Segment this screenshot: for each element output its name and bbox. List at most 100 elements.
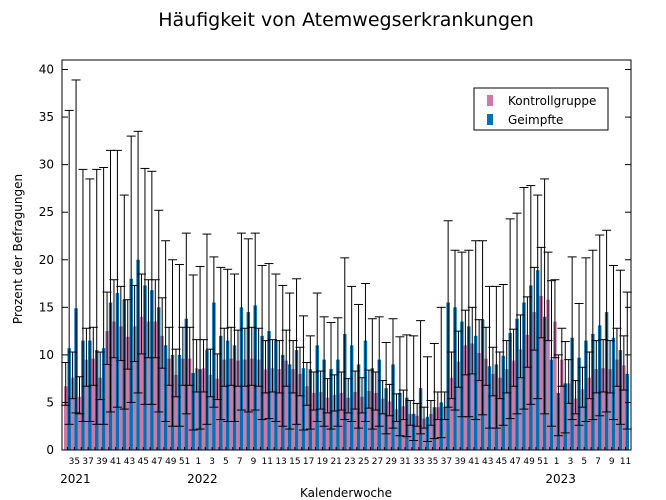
x-tick-label: 45 <box>138 457 149 467</box>
y-tick-label: 0 <box>46 443 54 457</box>
bar <box>112 321 116 450</box>
bar <box>174 374 178 450</box>
bar <box>229 358 233 450</box>
bar <box>374 392 378 450</box>
x-tick-label: 43 <box>124 457 135 467</box>
bar <box>511 360 516 450</box>
x-tick-label: 35 <box>427 457 438 467</box>
y-tick-label: 25 <box>39 205 54 219</box>
bar <box>525 334 530 450</box>
bar <box>387 401 392 450</box>
bar <box>291 369 295 450</box>
x-tick-label: 25 <box>358 457 369 467</box>
x-tick-label: 37 <box>82 457 93 467</box>
bar <box>167 358 171 450</box>
x-tick-label: 3 <box>568 457 574 467</box>
bar <box>305 386 309 450</box>
x-tick-label: 47 <box>510 457 521 467</box>
y-tick-label: 30 <box>39 158 54 172</box>
bar <box>587 377 592 450</box>
x-tick-label: 49 <box>523 457 535 467</box>
bar <box>70 377 75 450</box>
bar <box>532 312 536 450</box>
series-kontrollgruppe <box>64 295 626 450</box>
bar <box>256 359 261 450</box>
x-tick-label: 13 <box>275 457 286 467</box>
bar <box>601 368 605 450</box>
bar <box>325 397 330 450</box>
y-tick-label: 35 <box>39 110 54 124</box>
bar <box>270 368 275 450</box>
x-tick-label: 21 <box>330 457 341 467</box>
x-tick-label: 7 <box>237 457 243 467</box>
bar <box>146 321 151 450</box>
bar <box>277 369 282 450</box>
x-tick-label: 15 <box>289 457 300 467</box>
x-tick-label: 23 <box>344 457 355 467</box>
x-tick-label: 5 <box>223 457 229 467</box>
bar <box>201 368 206 450</box>
bar <box>194 368 199 450</box>
bar <box>339 392 344 450</box>
bar <box>360 396 364 450</box>
bar <box>367 391 371 450</box>
x-tick-label: 31 <box>399 457 410 467</box>
x-tick-label: 7 <box>595 457 601 467</box>
legend-label-geimpfte: Geimpfte <box>508 113 563 127</box>
bar <box>181 358 185 450</box>
legend: Kontrollgruppe Geimpfte <box>473 87 609 131</box>
x-axis-label: Kalenderwoche <box>300 486 392 500</box>
bar <box>498 377 502 450</box>
plot-frame <box>61 59 632 451</box>
bar <box>215 378 220 450</box>
bar <box>615 359 619 450</box>
legend-label-kontrollgruppe: Kontrollgruppe <box>508 94 596 108</box>
x-tick-label: 35 <box>69 457 80 467</box>
bar <box>105 331 109 450</box>
bar <box>449 377 454 450</box>
bar <box>250 358 254 450</box>
x-tick-label: 33 <box>413 457 424 467</box>
bar <box>580 389 585 450</box>
x-tick-label: 51 <box>179 457 190 467</box>
bar <box>573 398 578 450</box>
bar <box>77 396 82 450</box>
bar <box>243 359 247 450</box>
bar <box>346 397 350 450</box>
legend-box <box>473 87 609 131</box>
bar <box>188 358 192 450</box>
bar <box>415 415 419 450</box>
bar <box>153 321 158 450</box>
bar <box>608 369 612 450</box>
y-tick-label: 10 <box>39 348 54 362</box>
x-tick-label: 43 <box>482 457 493 467</box>
x-tick-label: 27 <box>372 457 383 467</box>
x-tick-label: 11 <box>262 457 273 467</box>
x-tick-label: 45 <box>496 457 507 467</box>
legend-swatch-kontrollgruppe <box>487 95 493 106</box>
x-tick-label: 1 <box>195 457 201 467</box>
y-axis: 0 5 10 15 20 25 30 35 40 <box>39 63 631 457</box>
bar <box>477 352 481 450</box>
x-tick-label: 29 <box>386 457 398 467</box>
x-tick-label: 9 <box>251 457 257 467</box>
bar <box>284 360 288 450</box>
x-tick-label: 37 <box>441 457 452 467</box>
x-tick-label: 17 <box>303 457 314 467</box>
year-label: 2021 <box>60 472 91 486</box>
x-tick-label: 9 <box>609 457 615 467</box>
x-tick-label: 39 <box>96 457 108 467</box>
x-tick-label: 47 <box>151 457 162 467</box>
bar <box>553 321 557 450</box>
bar <box>222 359 226 450</box>
bar <box>456 361 461 450</box>
y-tick-label: 15 <box>39 300 54 314</box>
x-tick-label: 3 <box>209 457 215 467</box>
bar <box>470 343 474 450</box>
bar <box>332 394 337 450</box>
year-label: 2023 <box>545 472 576 486</box>
x-tick-label: 39 <box>454 457 466 467</box>
bar <box>504 369 509 450</box>
